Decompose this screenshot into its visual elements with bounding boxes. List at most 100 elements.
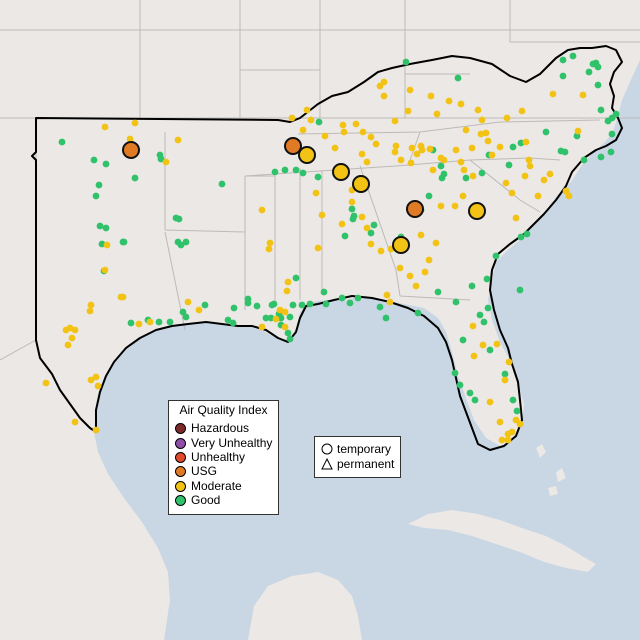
monitor-dot[interactable]	[253, 302, 261, 310]
monitor-dot[interactable]	[468, 144, 476, 152]
monitor-dot[interactable]	[492, 252, 500, 260]
monitor-dot[interactable]	[452, 146, 460, 154]
monitor-dot[interactable]	[437, 154, 445, 162]
monitor-dot[interactable]	[421, 268, 429, 276]
monitor-dot[interactable]	[95, 181, 103, 189]
monitor-dot[interactable]	[182, 238, 190, 246]
monitor-dot[interactable]	[314, 173, 322, 181]
monitor-dot[interactable]	[341, 232, 349, 240]
monitor-dot[interactable]	[432, 239, 440, 247]
monitor-dot[interactable]	[312, 189, 320, 197]
monitor-dot[interactable]	[471, 396, 479, 404]
monitor-moderate-macon[interactable]	[392, 236, 410, 254]
monitor-dot[interactable]	[404, 107, 412, 115]
monitor-dot[interactable]	[561, 148, 569, 156]
monitor-dot[interactable]	[90, 156, 98, 164]
monitor-dot[interactable]	[597, 106, 605, 114]
monitor-dot[interactable]	[172, 214, 180, 222]
monitor-dot[interactable]	[272, 315, 280, 323]
monitor-dot[interactable]	[350, 212, 358, 220]
monitor-dot[interactable]	[283, 287, 291, 295]
monitor-dot[interactable]	[451, 369, 459, 377]
monitor-dot[interactable]	[426, 145, 434, 153]
monitor-dot[interactable]	[299, 126, 307, 134]
monitor-dot[interactable]	[505, 358, 513, 366]
monitor-dot[interactable]	[496, 418, 504, 426]
monitor-dot[interactable]	[367, 133, 375, 141]
monitor-dot[interactable]	[348, 198, 356, 206]
monitor-dot[interactable]	[102, 160, 110, 168]
monitor-dot[interactable]	[92, 192, 100, 200]
monitor-dot[interactable]	[383, 291, 391, 299]
monitor-dot[interactable]	[459, 192, 467, 200]
monitor-dot[interactable]	[265, 245, 273, 253]
monitor-dot[interactable]	[478, 116, 486, 124]
monitor-dot[interactable]	[376, 303, 384, 311]
monitor-dot[interactable]	[87, 301, 95, 309]
monitor-dot[interactable]	[229, 319, 237, 327]
monitor-dot[interactable]	[440, 170, 448, 178]
monitor-dot[interactable]	[412, 282, 420, 290]
monitor-dot[interactable]	[58, 138, 66, 146]
monitor-dot[interactable]	[483, 275, 491, 283]
monitor-dot[interactable]	[466, 389, 474, 397]
monitor-usg-atlanta[interactable]	[406, 200, 424, 218]
monitor-dot[interactable]	[496, 143, 504, 151]
monitor-dot[interactable]	[559, 56, 567, 64]
monitor-dot[interactable]	[569, 52, 577, 60]
monitor-dot[interactable]	[354, 294, 362, 302]
monitor-dot[interactable]	[262, 314, 270, 322]
monitor-dot[interactable]	[119, 238, 127, 246]
monitor-dot[interactable]	[286, 313, 294, 321]
monitor-dot[interactable]	[284, 278, 292, 286]
monitor-dot[interactable]	[574, 127, 582, 135]
monitor-dot[interactable]	[452, 298, 460, 306]
monitor-dot[interactable]	[382, 314, 390, 322]
monitor-dot[interactable]	[501, 370, 509, 378]
monitor-dot[interactable]	[363, 224, 371, 232]
monitor-dot[interactable]	[268, 301, 276, 309]
monitor-dot[interactable]	[509, 396, 517, 404]
monitor-dot[interactable]	[437, 162, 445, 170]
monitor-dot[interactable]	[166, 318, 174, 326]
monitor-dot[interactable]	[289, 301, 297, 309]
monitor-dot[interactable]	[516, 286, 524, 294]
monitor-dot[interactable]	[127, 319, 135, 327]
monitor-dot[interactable]	[501, 376, 509, 384]
monitor-dot[interactable]	[469, 322, 477, 330]
monitor-dot[interactable]	[470, 352, 478, 360]
monitor-dot[interactable]	[480, 318, 488, 326]
monitor-dot[interactable]	[339, 121, 347, 129]
monitor-usg-oklahoma[interactable]	[122, 141, 140, 159]
monitor-dot[interactable]	[454, 74, 462, 82]
monitor-dot[interactable]	[266, 239, 274, 247]
monitor-dot[interactable]	[516, 420, 524, 428]
monitor-dot[interactable]	[372, 140, 380, 148]
monitor-dot[interactable]	[498, 436, 506, 444]
monitor-dot[interactable]	[363, 158, 371, 166]
monitor-dot[interactable]	[579, 91, 587, 99]
monitor-dot[interactable]	[271, 168, 279, 176]
monitor-dot[interactable]	[157, 155, 165, 163]
monitor-dot[interactable]	[604, 117, 612, 125]
monitor-dot[interactable]	[518, 107, 526, 115]
monitor-dot[interactable]	[258, 206, 266, 214]
monitor-dot[interactable]	[131, 119, 139, 127]
monitor-dot[interactable]	[146, 318, 154, 326]
monitor-dot[interactable]	[482, 129, 490, 137]
monitor-dot[interactable]	[195, 306, 203, 314]
monitor-dot[interactable]	[92, 373, 100, 381]
monitor-dot[interactable]	[224, 316, 232, 324]
monitor-dot[interactable]	[117, 293, 125, 301]
monitor-dot[interactable]	[377, 247, 385, 255]
monitor-dot[interactable]	[307, 116, 315, 124]
monitor-dot[interactable]	[468, 282, 476, 290]
monitor-dot[interactable]	[406, 272, 414, 280]
monitor-dot[interactable]	[391, 117, 399, 125]
monitor-dot[interactable]	[427, 92, 435, 100]
monitor-dot[interactable]	[462, 174, 470, 182]
monitor-dot[interactable]	[155, 318, 163, 326]
monitor-dot[interactable]	[380, 78, 388, 86]
monitor-dot[interactable]	[457, 100, 465, 108]
monitor-dot[interactable]	[542, 128, 550, 136]
